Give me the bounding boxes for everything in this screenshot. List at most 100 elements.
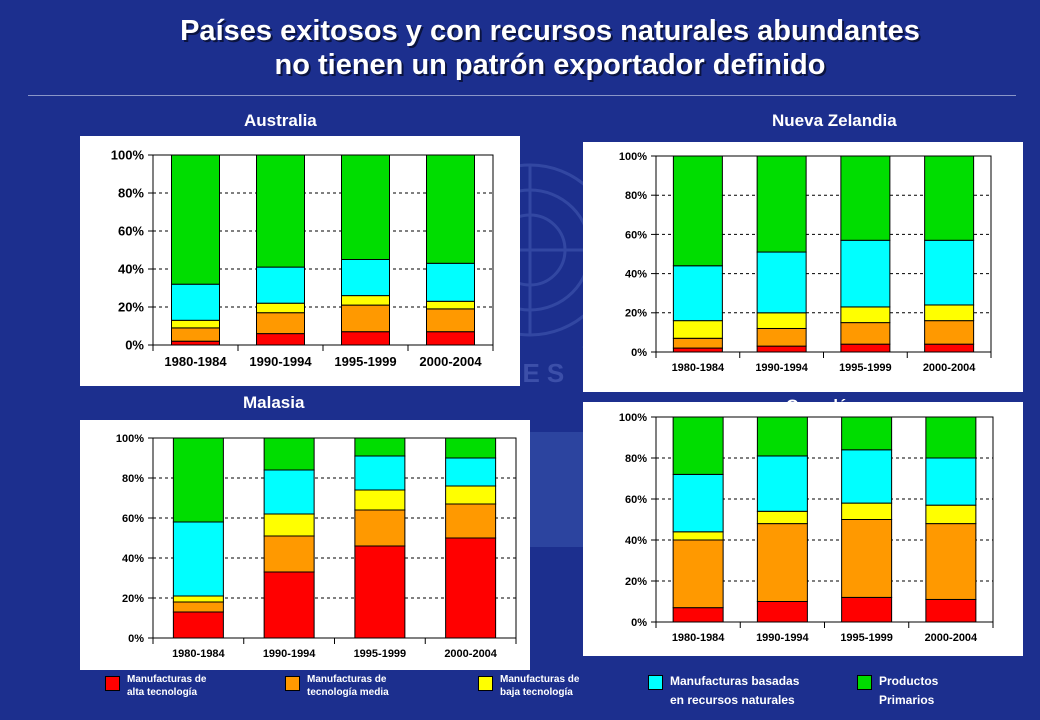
bar-segment-primarios-1980-1984 xyxy=(172,437,224,523)
chart-canada: 0% 20% 40% 60% 80% 100% 1980-1984 1990-1994 1995… xyxy=(583,402,1023,656)
x-tick-label: 1995-1999 xyxy=(839,362,892,374)
y-tick-label: 80% xyxy=(625,190,647,202)
x-tick-label: 1980-1984 xyxy=(164,354,227,369)
bar-segment-recursos-1990-1994 xyxy=(756,455,808,512)
bar-segment-media-1990-1994 xyxy=(756,523,808,602)
bar-segment-alta-1990-1994 xyxy=(756,345,807,353)
bar-segment-primarios-1990-1994 xyxy=(756,416,808,457)
bar-segment-primarios-2000-2004 xyxy=(924,155,975,241)
bar-segment-alta-1980-1984 xyxy=(672,607,724,623)
y-tick-label: 100% xyxy=(619,412,647,424)
x-tick-label: 1980-1984 xyxy=(672,632,725,644)
bar-segment-media-1980-1984 xyxy=(172,601,224,613)
bar-segment-primarios-1995-1999 xyxy=(841,416,893,451)
bar-segment-primarios-2000-2004 xyxy=(445,437,497,459)
legend-swatch-primarios xyxy=(857,675,872,690)
bar-segment-baja-1990-1994 xyxy=(263,513,315,537)
bar-segment-recursos-1980-1984 xyxy=(172,521,224,597)
x-tick-label: 1980-1984 xyxy=(172,648,225,660)
bar-segment-media-2000-2004 xyxy=(925,523,977,600)
bar-segment-recursos-2000-2004 xyxy=(925,457,977,506)
bar-segment-primarios-1995-1999 xyxy=(341,154,390,260)
y-tick-label: 20% xyxy=(118,300,144,315)
bar-segment-media-2000-2004 xyxy=(426,308,475,333)
legend-swatch-media xyxy=(285,676,300,691)
y-tick-label: 0% xyxy=(125,338,144,353)
y-tick-label: 100% xyxy=(111,148,145,163)
x-tick-label: 2000-2004 xyxy=(419,354,482,369)
bar-segment-primarios-1995-1999 xyxy=(354,437,406,457)
y-tick-label: 20% xyxy=(625,576,647,588)
bar-segment-primarios-1980-1984 xyxy=(171,154,220,285)
bar-segment-alta-1995-1999 xyxy=(840,343,891,353)
bar-segment-recursos-2000-2004 xyxy=(445,457,497,487)
bar-segment-media-2000-2004 xyxy=(924,320,975,345)
legend-label-recursos: Manufacturas basadas en recursos natural… xyxy=(670,674,800,707)
legend-item-media: Manufacturas de tecnología media xyxy=(285,673,389,699)
y-tick-label: 100% xyxy=(116,433,144,445)
bar-segment-baja-1980-1984 xyxy=(171,319,220,329)
bar-segment-recursos-1995-1999 xyxy=(841,449,893,504)
legend-item-alta: Manufacturas de alta tecnología xyxy=(105,673,206,699)
x-tick-label: 1990-1994 xyxy=(263,648,316,660)
slide-title-line1: Países exitosos y con recursos naturales… xyxy=(180,15,920,47)
y-tick-label: 100% xyxy=(619,151,647,163)
bar-segment-recursos-1990-1994 xyxy=(256,266,305,304)
bar-segment-baja-1995-1999 xyxy=(354,489,406,511)
legend-swatch-alta xyxy=(105,676,120,691)
y-tick-label: 80% xyxy=(625,453,647,465)
y-tick-label: 40% xyxy=(625,535,647,547)
bar-segment-baja-2000-2004 xyxy=(924,304,975,322)
bar-segment-alta-1995-1999 xyxy=(354,545,406,639)
chart-title-nueva-zelandia: Nueva Zelandia xyxy=(772,111,897,130)
bar-segment-alta-1995-1999 xyxy=(841,596,893,623)
bar-segment-media-1990-1994 xyxy=(256,312,305,335)
bar-segment-recursos-1990-1994 xyxy=(263,469,315,515)
bar-segment-alta-1990-1994 xyxy=(756,601,808,623)
bar-segment-media-1980-1984 xyxy=(171,327,220,342)
x-tick-label: 1980-1984 xyxy=(672,362,725,374)
bar-segment-primarios-1980-1984 xyxy=(672,416,724,475)
bar-segment-recursos-1980-1984 xyxy=(672,473,724,533)
bar-segment-alta-1995-1999 xyxy=(341,331,390,346)
bar-segment-recursos-1995-1999 xyxy=(354,455,406,491)
bar-segment-primarios-2000-2004 xyxy=(925,416,977,459)
y-tick-label: 60% xyxy=(118,224,144,239)
bar-segment-baja-2000-2004 xyxy=(445,485,497,505)
x-tick-label: 1990-1994 xyxy=(755,362,808,374)
bar-segment-alta-1980-1984 xyxy=(172,611,224,639)
bar-segment-baja-2000-2004 xyxy=(426,300,475,310)
chart-title-australia: Australia xyxy=(244,111,317,130)
bar-segment-media-1995-1999 xyxy=(840,322,891,345)
y-tick-label: 0% xyxy=(631,347,647,359)
bar-segment-primarios-2000-2004 xyxy=(426,154,475,264)
bar-segment-media-1990-1994 xyxy=(756,327,807,347)
bar-segment-baja-1990-1994 xyxy=(756,312,807,329)
bar-segment-media-2000-2004 xyxy=(445,503,497,539)
x-tick-label: 2000-2004 xyxy=(923,362,976,374)
bar-segment-baja-1990-1994 xyxy=(256,302,305,314)
y-tick-label: 80% xyxy=(118,186,144,201)
bar-segment-recursos-2000-2004 xyxy=(426,262,475,302)
bar-segment-primarios-1995-1999 xyxy=(840,155,891,241)
bar-segment-recursos-1980-1984 xyxy=(171,283,220,321)
bar-segment-alta-1990-1994 xyxy=(256,333,305,346)
bar-segment-baja-1995-1999 xyxy=(841,502,893,520)
chart-nueva-zelandia: 0% 20% 40% 60% 80% 100% 1980-1984 1990-1994 1995… xyxy=(583,142,1023,392)
x-tick-label: 1990-1994 xyxy=(756,632,809,644)
y-tick-label: 80% xyxy=(122,473,144,485)
x-tick-label: 2000-2004 xyxy=(444,648,497,660)
legend-item-baja: Manufacturas de baja tecnología xyxy=(478,673,579,699)
y-tick-label: 40% xyxy=(625,268,647,280)
x-tick-label: 1995-1999 xyxy=(334,354,396,369)
x-tick-label: 1995-1999 xyxy=(840,632,893,644)
y-tick-label: 40% xyxy=(118,262,144,277)
bar-segment-recursos-1980-1984 xyxy=(672,265,723,322)
bar-segment-baja-1995-1999 xyxy=(840,306,891,324)
slide-title: Países exitosos y con recursos naturales… xyxy=(0,14,1040,82)
bar-segment-recursos-2000-2004 xyxy=(924,239,975,306)
bar-segment-recursos-1990-1994 xyxy=(756,251,807,314)
bar-segment-baja-1980-1984 xyxy=(672,531,724,541)
chart-australia: 0% 20% 40% 60% 80% 100% 1980-1984 1990-1994 1995… xyxy=(80,136,520,386)
bar-segment-baja-1980-1984 xyxy=(172,595,224,603)
